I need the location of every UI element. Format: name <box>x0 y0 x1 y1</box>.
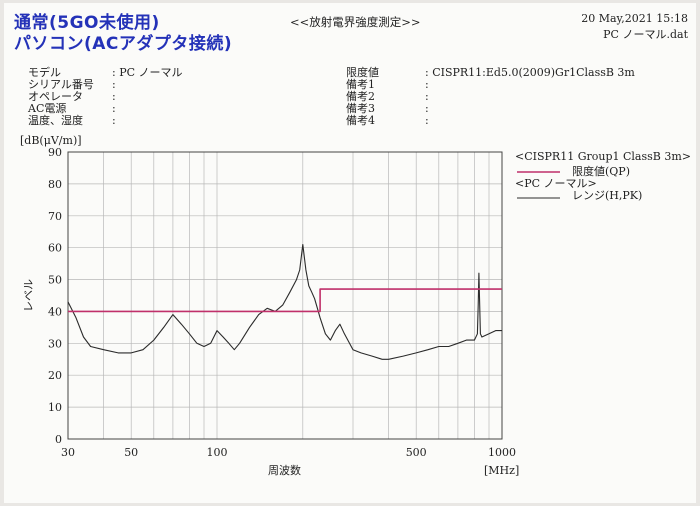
info-note4-value: : <box>425 114 429 127</box>
x-axis-unit: [MHz] <box>484 464 519 477</box>
y-tick-label: 20 <box>48 369 62 382</box>
datetime: 20 May,2021 15:18 <box>581 12 688 25</box>
y-tick-label: 10 <box>48 401 62 414</box>
x-tick-label: 1000 <box>488 446 516 459</box>
y-axis-unit: [dB(μV/m)] <box>20 134 82 147</box>
x-tick-label: 30 <box>61 446 75 459</box>
info-temp-label: 温度、湿度 <box>28 114 83 127</box>
data-filename: PC ノーマル.dat <box>603 28 688 41</box>
x-axis-label: 周波数 <box>268 464 301 477</box>
info-note3-label: 備考3 <box>346 102 375 115</box>
info-note4-label: 備考4 <box>346 114 375 127</box>
info-temp-value: : <box>112 114 116 127</box>
y-tick-label: 0 <box>55 433 62 446</box>
plot-frame <box>67 151 503 440</box>
info-limit-value: : CISPR11:Ed5.0(2009)Gr1ClassB 3m <box>425 66 635 79</box>
y-tick-label: 30 <box>48 337 62 350</box>
chart-legend: <CISPR11 Group1 ClassB 3m> 限度値(QP) <PC ノ… <box>515 150 691 202</box>
limit-line <box>68 288 502 313</box>
info-serial-label: シリアル番号 <box>28 78 94 91</box>
y-tick-label: 70 <box>48 210 62 223</box>
info-operator-label: オペレータ <box>28 90 83 103</box>
legend-trace-entry: レンジ(H,PK) <box>572 189 642 202</box>
info-note2-label: 備考2 <box>346 90 375 103</box>
measurement-trace <box>67 243 502 360</box>
y-tick-label: 90 <box>48 146 62 159</box>
x-tick-label: 100 <box>207 446 228 459</box>
legend-trace-header: <PC ノーマル> <box>515 177 597 190</box>
info-ac-value: : <box>112 102 116 115</box>
y-tick-label: 50 <box>48 274 62 287</box>
info-note2-value: : <box>425 90 429 103</box>
info-ac-label: AC電源 <box>28 102 67 115</box>
legend-limit-entry: 限度値(QP) <box>572 164 630 178</box>
info-serial-value: : <box>112 78 116 91</box>
measurement-name: <<放射電界強度測定>> <box>290 15 421 29</box>
y-tick-label: 80 <box>48 178 62 191</box>
y-axis-label: レベル <box>22 279 35 312</box>
info-operator-value: : <box>112 90 116 103</box>
info-limit-label: 限度値 <box>346 66 379 79</box>
x-tick-label: 500 <box>406 446 427 459</box>
legend-limit-header: <CISPR11 Group1 ClassB 3m> <box>515 150 691 163</box>
chart-grid <box>67 151 503 440</box>
title-line-1: 通常(5GO未使用) <box>14 13 160 33</box>
info-model-label: モデル <box>28 66 61 79</box>
title-line-2: パソコン(ACアダプタ接続) <box>14 34 233 54</box>
report-sheet <box>4 3 696 503</box>
y-tick-label: 60 <box>48 242 62 255</box>
y-tick-label: 40 <box>48 305 62 318</box>
chart-series <box>67 243 502 360</box>
info-note1-value: : <box>425 78 429 91</box>
info-note1-label: 備考1 <box>346 78 375 91</box>
info-note3-value: : <box>425 102 429 115</box>
x-tick-label: 50 <box>124 446 138 459</box>
info-model-value: : PC ノーマル <box>112 66 183 79</box>
chart-ticks: 0 10 20 30 40 50 60 70 80 90 30 50 100 500 1000 <box>48 146 516 459</box>
